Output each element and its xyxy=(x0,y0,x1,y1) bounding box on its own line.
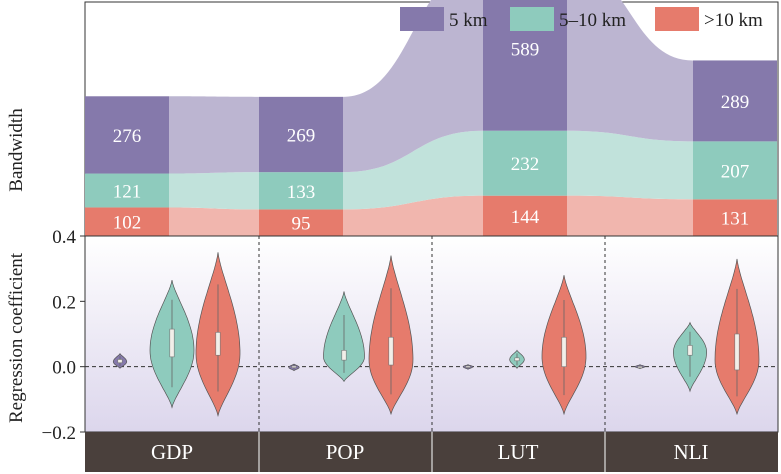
violin-box-POP-5 km xyxy=(291,365,297,368)
violin-box-LUT-5 km xyxy=(465,365,471,368)
legend-label-1: 5–10 km xyxy=(559,10,626,31)
bar-value-POP->10 km: 95 xyxy=(292,214,311,235)
violins xyxy=(112,252,760,418)
y-tick-label: −0.2 xyxy=(42,423,76,444)
bar-NLI-5 km xyxy=(693,60,777,142)
bar-value-GDP->10 km: 102 xyxy=(113,213,142,234)
flow-LUT-NLI-1 xyxy=(567,130,693,200)
flow-POP-LUT-0 xyxy=(343,195,483,236)
regression-axis-label: Regression coefficient xyxy=(6,252,27,423)
y-tick-label: 0.4 xyxy=(52,227,76,248)
bar-POP-5 km xyxy=(259,96,343,173)
bar-value-LUT-5 km: 589 xyxy=(511,39,540,60)
flow-POP-LUT-2 xyxy=(343,0,483,173)
flow-LUT-NLI-2 xyxy=(567,0,693,142)
flow-POP-LUT-1 xyxy=(343,130,483,210)
bar-value-LUT-5–10 km: 232 xyxy=(511,154,540,175)
bar-LUT-5–10 km xyxy=(483,130,567,196)
bar-POP-5–10 km xyxy=(259,172,343,210)
bar-value-NLI-5 km: 289 xyxy=(721,92,750,113)
category-label-POP: POP xyxy=(326,440,365,464)
violin-box-LUT->10 km xyxy=(561,336,567,367)
bar-GDP-5–10 km xyxy=(85,173,169,208)
bar-LUT->10 km xyxy=(483,195,567,236)
legend-swatch-1 xyxy=(510,7,554,31)
bar-GDP->10 km xyxy=(85,207,169,236)
category-dividers xyxy=(258,236,606,432)
violin-box-GDP-5 km xyxy=(117,359,123,364)
category-label-NLI: NLI xyxy=(674,440,709,464)
y-tick-label: 0.0 xyxy=(52,358,76,379)
bandwidth-axis-label: Bandwidth xyxy=(6,108,27,192)
y-tick-label: 0.2 xyxy=(52,292,76,313)
bar-value-NLI-5–10 km: 207 xyxy=(721,161,750,182)
flow-LUT-NLI-0 xyxy=(567,195,693,236)
bar-NLI->10 km xyxy=(693,199,777,236)
violin-box-POP-5–10 km xyxy=(341,350,347,361)
legend-swatch-0 xyxy=(400,7,444,31)
violin-box-GDP-5–10 km xyxy=(169,328,175,358)
flow-GDP-POP-1 xyxy=(169,172,259,210)
category-label-LUT: LUT xyxy=(498,440,539,464)
violin-box-NLI->10 km xyxy=(734,333,740,371)
bar-value-GDP-5 km: 276 xyxy=(113,126,142,147)
bandwidth-panel: 102 121 276 95 133 269 144 232 589 131 207 289 5 km… xyxy=(6,0,779,237)
flow-GDP-POP-0 xyxy=(169,207,259,236)
bandwidth-flows xyxy=(169,0,693,236)
violin-panel: −0.2 0.0 0.2 0.4 Regression coefficient GDP… xyxy=(6,227,779,472)
violin-box-LUT-5–10 km xyxy=(514,357,520,362)
bar-value-POP-5–10 km: 133 xyxy=(287,182,316,203)
legend-label-2: >10 km xyxy=(704,10,763,31)
bar-GDP-5 km xyxy=(85,96,169,174)
category-bar: GDP POP LUT NLI xyxy=(85,432,778,472)
bar-POP->10 km xyxy=(259,209,343,236)
violin-box-NLI-5 km xyxy=(637,366,643,369)
legend-label-0: 5 km xyxy=(449,10,488,31)
violin-box-NLI-5–10 km xyxy=(687,345,693,356)
bandwidth-bars: 102 121 276 95 133 269 144 232 589 131 207 289 xyxy=(85,0,777,236)
bar-value-LUT->10 km: 144 xyxy=(511,207,540,228)
legend: 5 km 5–10 km >10 km xyxy=(400,7,763,31)
violin-box-POP->10 km xyxy=(388,336,394,366)
bar-NLI-5–10 km xyxy=(693,141,777,200)
violin-box-GDP->10 km xyxy=(215,332,221,356)
y-axis: −0.2 0.0 0.2 0.4 xyxy=(42,227,85,444)
bar-value-NLI->10 km: 131 xyxy=(721,209,750,230)
legend-swatch-2 xyxy=(655,7,699,31)
flow-GDP-POP-2 xyxy=(169,96,259,174)
bar-value-GDP-5–10 km: 121 xyxy=(113,182,142,203)
bar-value-POP-5 km: 269 xyxy=(287,126,316,147)
category-label-GDP: GDP xyxy=(151,440,193,464)
